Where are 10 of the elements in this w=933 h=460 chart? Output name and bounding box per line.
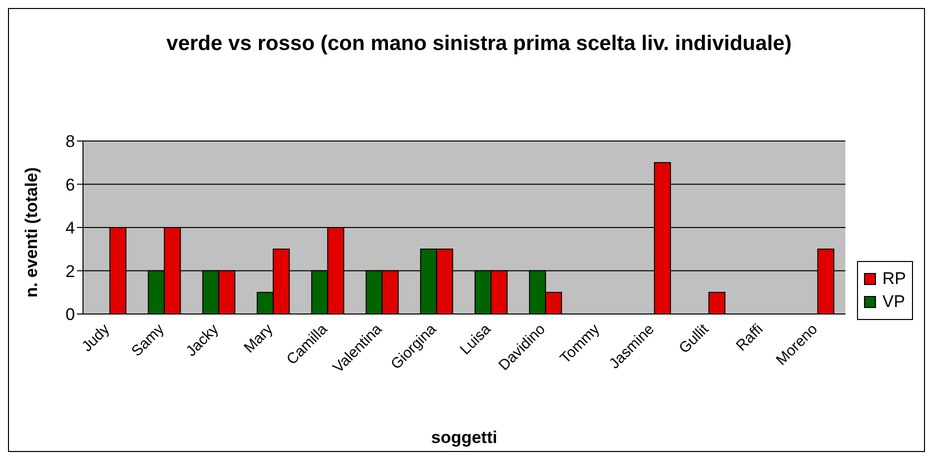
y-tick-label: 6: [66, 175, 75, 194]
y-tick-label: 0: [66, 305, 75, 324]
y-tick-label: 2: [66, 262, 75, 281]
y-axis-title: n. eventi (totale): [22, 167, 42, 298]
legend-label: RP: [882, 268, 906, 288]
y-tick-label: 4: [66, 218, 75, 238]
x-axis-title: soggetti: [431, 428, 498, 447]
legend-label: VP: [882, 292, 906, 312]
y-tick-label: 8: [66, 132, 75, 152]
chart-title: verde vs rosso (con mano sinistra prima scelta liv. individuale): [165, 31, 793, 57]
